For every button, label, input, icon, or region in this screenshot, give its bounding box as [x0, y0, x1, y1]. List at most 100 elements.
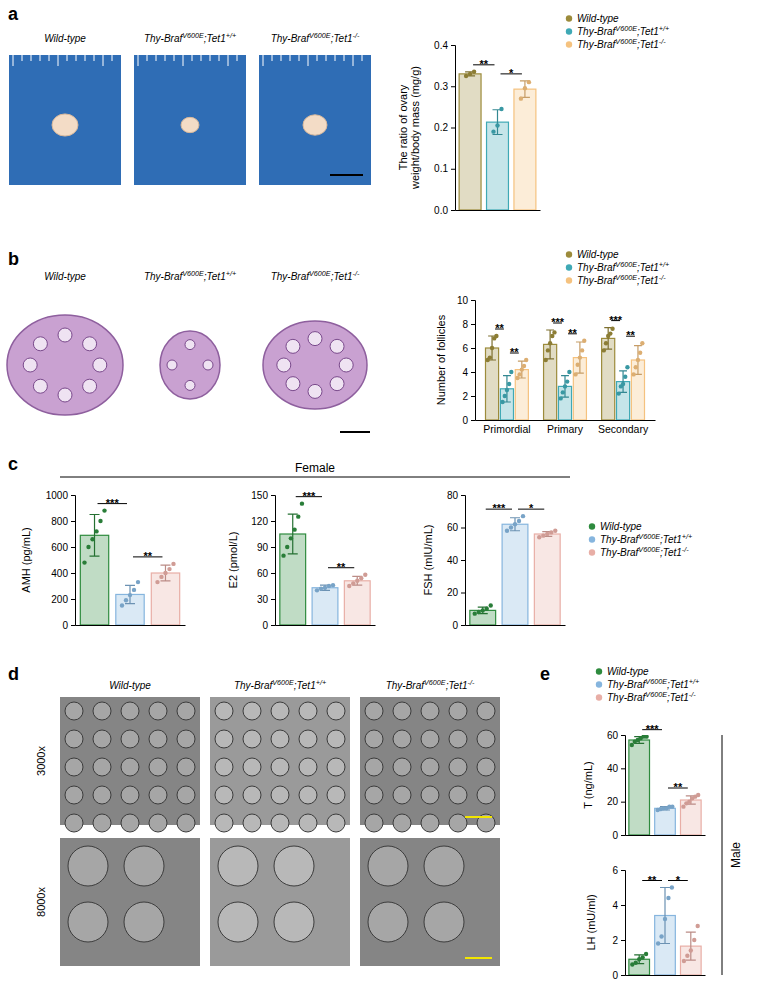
y-tick-mark: [621, 835, 625, 836]
data-point: [315, 588, 319, 592]
row-label: 3000x: [35, 746, 47, 776]
cell: [449, 702, 467, 720]
cell: [215, 814, 233, 832]
cell: [393, 758, 411, 776]
data-point: [663, 917, 667, 921]
x-tick-label: Primary: [547, 423, 584, 435]
data-point: [163, 571, 167, 575]
y-tick-label: 0: [612, 970, 618, 981]
tem-image: [360, 697, 500, 832]
cell: [271, 786, 289, 804]
y-tick-mark: [271, 547, 275, 548]
data-point: [623, 375, 627, 379]
y-tick-label: 0: [452, 620, 458, 631]
y-tick-label: 0: [62, 620, 68, 631]
cell: [177, 730, 195, 748]
ruler-tick: [31, 55, 32, 61]
legend-marker: [566, 15, 572, 21]
text-part: Wild-type: [607, 666, 649, 677]
x-axis: [626, 975, 706, 976]
cell: [65, 702, 83, 720]
chart: 0246LH (mU/ml)***: [585, 865, 706, 981]
ruler-tick: [13, 55, 14, 66]
tem-image: [210, 838, 350, 966]
text-part: Thy-Braf: [577, 262, 617, 273]
text-part: Thy-Braf: [607, 679, 647, 690]
y-tick: 0: [262, 620, 275, 631]
follicle: [286, 377, 300, 391]
cell: [68, 902, 108, 942]
chart: 0306090120150E2 (pmol/L)*****: [227, 490, 376, 631]
data-point: [319, 586, 323, 590]
data-point: [351, 581, 355, 585]
y-tick-label: 0.3: [434, 81, 448, 92]
error-bar: [604, 328, 612, 350]
data-point: [289, 536, 293, 540]
y-axis-title: T (ng/mL): [582, 761, 594, 808]
bar: [312, 588, 338, 625]
superscript: -/-: [659, 37, 666, 46]
legend-label: Thy-BrafV600E;Tet1+/+: [577, 260, 669, 273]
tem-image: [60, 838, 200, 966]
text-part: ;Tet1: [660, 547, 682, 558]
y-tick: 20: [447, 587, 465, 598]
y-tick: 0.3: [434, 81, 455, 92]
y-tick: 40: [607, 763, 625, 774]
cell: [421, 786, 439, 804]
image-label: Thy-BrafV600E;Tet1+/+: [234, 678, 326, 691]
significance-label: **: [568, 327, 577, 339]
y-tick: 150: [251, 490, 275, 501]
data-point: [544, 358, 548, 362]
y-tick-mark: [471, 420, 475, 421]
data-point: [485, 607, 489, 611]
data-point: [464, 74, 468, 78]
y-tick-mark: [71, 573, 75, 574]
significance-label: **: [143, 550, 152, 562]
data-point: [692, 938, 696, 942]
y-tick: 4: [612, 900, 625, 911]
superscript: +/+: [689, 677, 699, 686]
cell: [124, 902, 164, 942]
text-part: Wild-type: [44, 271, 86, 282]
bar: [602, 338, 615, 420]
cell: [365, 758, 383, 776]
x-axis-line: [626, 835, 706, 836]
ruler-tick: [299, 55, 300, 61]
significance-label: **: [495, 322, 504, 334]
y-tick-label: 2: [612, 935, 618, 946]
data-point: [537, 535, 541, 539]
data-point: [477, 610, 481, 614]
ruler-tick: [76, 55, 77, 61]
ruler-tick: [58, 55, 59, 66]
y-tick: 6: [462, 343, 475, 354]
data-point: [681, 804, 685, 808]
y-tick-mark: [621, 940, 625, 941]
image-label: Thy-BrafV600E;Tet1-/-: [271, 31, 360, 44]
y-axis-line: [621, 871, 626, 976]
y-tick: 60: [607, 730, 625, 741]
text-part: Thy-Braf: [234, 680, 274, 691]
y-tick: 90: [257, 542, 275, 553]
cell: [121, 758, 139, 776]
y-tick-label: 10: [457, 295, 469, 306]
plot-area: [485, 327, 644, 420]
data-point: [580, 348, 584, 352]
tem-image: [60, 697, 200, 832]
data-point: [631, 372, 635, 376]
tem-background: [60, 838, 200, 966]
legend-label: Thy-BrafV600E;Tet1+/+: [607, 677, 699, 690]
y-tick: 0.0: [434, 205, 455, 216]
cell: [421, 730, 439, 748]
text-part: Thy-Braf: [144, 33, 184, 44]
x-axis: [626, 835, 706, 836]
text-part: Thy-Braf: [271, 33, 311, 44]
y-tick: 0.1: [434, 163, 455, 174]
legend-label: Wild-type: [607, 666, 649, 677]
legend: Wild-typeThy-BrafV600E;Tet1+/+Thy-BrafV6…: [566, 249, 669, 286]
cell: [299, 730, 317, 748]
bar: [514, 89, 536, 210]
panel-letter: b: [8, 249, 19, 269]
error-bar: [288, 514, 298, 554]
data-point: [481, 608, 485, 612]
superscript: V600E: [182, 269, 204, 278]
